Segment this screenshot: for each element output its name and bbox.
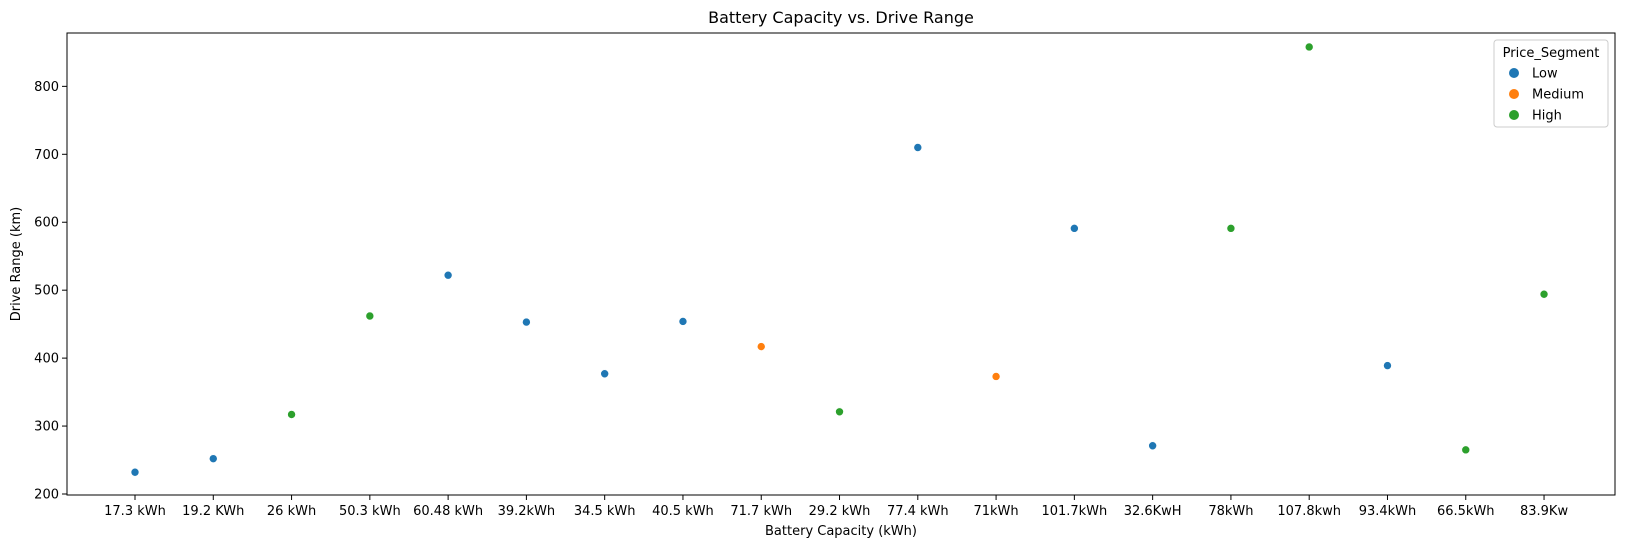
data-point-low [130, 467, 140, 477]
y-axis: 200 300 400 500 600 700 800 [34, 80, 67, 503]
y-tick-label: 700 [34, 148, 59, 163]
data-point-low [913, 143, 923, 152]
x-tick-label: 107.8kwh [1277, 504, 1341, 519]
y-tick-label: 400 [34, 352, 59, 367]
y-tick-label: 300 [34, 420, 59, 435]
data-point-high [365, 311, 375, 321]
x-tick-label: 17.3 kWh [104, 504, 166, 519]
y-tick-label: 600 [34, 216, 59, 231]
data-point-medium [991, 372, 1001, 381]
x-tick-label: 77.4 kWh [887, 504, 949, 519]
plot-area [66, 32, 1616, 496]
x-tick-label: 26 kWh [267, 504, 316, 519]
x-tick-label: 101.7kWh [1041, 504, 1107, 519]
data-point-low [443, 270, 453, 280]
data-point-low [522, 317, 531, 327]
legend-marker-medium [1509, 89, 1519, 99]
chart-title: Battery Capacity vs. Drive Range [708, 8, 974, 27]
data-point-high [287, 410, 296, 419]
data-point-low [678, 317, 688, 326]
data-point-low [600, 369, 609, 379]
data-point-high [1461, 445, 1471, 455]
x-tick-label: 39.2kWh [498, 504, 556, 519]
x-axis-label: Battery Capacity (kWh) [765, 524, 917, 539]
x-tick-label: 71kWh [973, 504, 1018, 519]
y-tick-label: 200 [34, 488, 59, 503]
data-point-low [1070, 224, 1079, 233]
x-axis: 17.3 kWh 19.2 KWh 26 kWh 50.3 kWh 60.48 kWh 3… [104, 495, 1568, 519]
y-tick-label: 800 [34, 80, 59, 95]
data-point-low [1383, 361, 1392, 370]
x-tick-label: 78kWh [1208, 504, 1253, 519]
y-tick-label: 500 [34, 284, 59, 299]
x-tick-label: 40.5 kWh [652, 504, 714, 519]
x-tick-label: 29.2 kWh [809, 504, 871, 519]
legend-marker-low [1509, 68, 1519, 78]
data-point-high [835, 407, 844, 417]
legend-label-low: Low [1532, 67, 1558, 82]
x-tick-label: 50.3 kWh [339, 504, 401, 519]
legend-marker-high [1509, 110, 1519, 120]
legend-label-high: High [1532, 109, 1562, 124]
x-tick-label: 34.5 kWh [574, 504, 636, 519]
x-tick-label: 93.4kWh [1359, 504, 1417, 519]
legend-title: Price_Segment [1503, 46, 1600, 61]
data-point-high [1539, 289, 1549, 299]
data-point-high [1226, 224, 1236, 233]
data-points [130, 42, 1549, 477]
legend-label-medium: Medium [1532, 88, 1584, 103]
x-tick-label: 19.2 KWh [182, 504, 244, 519]
x-tick-label: 83.9Kw [1520, 504, 1568, 519]
x-tick-label: 66.5kWh [1437, 504, 1495, 519]
data-point-medium [756, 342, 766, 351]
y-axis-label: Drive Range (km) [9, 207, 24, 321]
x-tick-label: 32.6KwH [1124, 504, 1182, 519]
data-point-low [208, 454, 218, 463]
data-point-high [1304, 42, 1314, 52]
x-tick-label: 60.48 kWh [413, 504, 483, 519]
data-point-low [1148, 441, 1157, 451]
legend-box [1493, 39, 1609, 128]
x-tick-label: 71.7 kWh [730, 504, 792, 519]
legend: Price_Segment Low Medium High [1493, 39, 1609, 128]
